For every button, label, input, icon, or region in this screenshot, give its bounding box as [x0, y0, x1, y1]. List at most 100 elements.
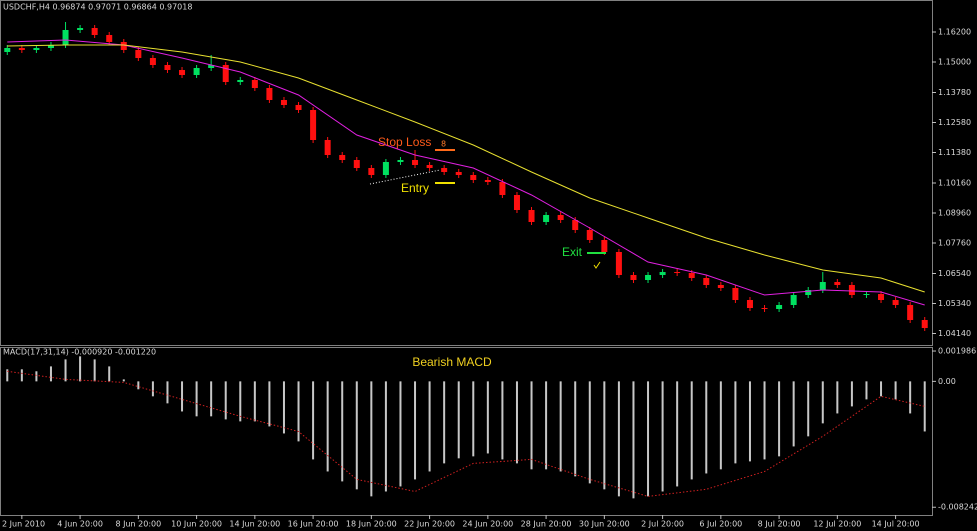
main-panel [0, 0, 933, 346]
histogram-bar [792, 381, 795, 447]
annotation: Bearish MACD [412, 355, 492, 369]
x-tick-label: 8 Jul 20:00 [758, 520, 801, 529]
line-series [7, 44, 925, 293]
candle-body [280, 100, 287, 105]
candle-body [863, 294, 870, 295]
y-tick-label: 1.04140 [938, 329, 971, 338]
histogram-bar [850, 381, 853, 407]
histogram-bar [326, 381, 329, 472]
histogram-bar [923, 381, 926, 432]
candle-body [62, 30, 69, 45]
histogram-bar [617, 381, 620, 497]
x-tick-label: 2 Jul 20:00 [641, 520, 684, 529]
histogram-bar [370, 381, 373, 497]
plot-layers: 1.16200 1.15000 1.13780 1.12580 1.11380 1.101… [2, 22, 977, 529]
candle-body [572, 220, 579, 230]
histogram-bar [64, 359, 67, 382]
y-tick-label: -0.008242 [938, 503, 977, 512]
line-series [7, 39, 925, 306]
candle-body [455, 172, 462, 175]
histogram-bar [151, 381, 154, 397]
candle-body [586, 230, 593, 240]
y-tick-label: 1.07760 [938, 239, 971, 248]
candle-body [834, 282, 841, 285]
candle-body [251, 80, 258, 88]
candle-body [47, 45, 54, 48]
candle-body [179, 70, 186, 75]
histogram-bar [282, 381, 285, 434]
histogram-bar [6, 369, 9, 382]
y-tick-label: 1.15000 [938, 58, 971, 67]
candle-body [18, 48, 25, 50]
histogram-bar [763, 381, 766, 460]
x-tick-label: 14 Jul 20:00 [872, 520, 920, 529]
candle-body [310, 110, 317, 140]
candle-body [339, 155, 346, 160]
histogram-bar [35, 371, 38, 382]
candle-body [615, 252, 622, 275]
candle-body [659, 272, 666, 275]
histogram-bar [108, 366, 111, 382]
y-tick-label: 1.11380 [938, 148, 971, 157]
candle-body [484, 180, 491, 182]
histogram-bar [894, 381, 897, 400]
candle-body [412, 160, 419, 165]
candle-body [921, 320, 928, 328]
candle-body [120, 42, 127, 50]
candle-body [878, 294, 885, 300]
candle-body [397, 160, 404, 162]
histogram-bar [515, 381, 518, 464]
candle-body [674, 272, 681, 273]
candle-body [819, 282, 826, 290]
y-tick-label: 1.12580 [938, 118, 971, 127]
candle-body [513, 195, 520, 210]
histogram-bar [268, 381, 271, 427]
y-tick-label: 1.05340 [938, 299, 971, 308]
candle-body [528, 210, 535, 222]
histogram-bar [355, 381, 358, 490]
histogram-bar [486, 381, 489, 454]
histogram-bar [778, 381, 781, 457]
candle-body [892, 300, 899, 305]
candle-body [368, 168, 375, 175]
x-tick-label: 30 Jun 20:00 [579, 520, 630, 529]
candle-body [645, 275, 652, 280]
candle-body [543, 215, 550, 222]
histogram-bar [93, 359, 96, 382]
candle-body [4, 48, 11, 52]
annotation: 8 [441, 140, 446, 149]
candle-body [717, 285, 724, 288]
histogram-bar [909, 381, 912, 414]
candle-body [703, 278, 710, 285]
x-tick-label: 2 Jun 2010 [2, 520, 45, 529]
candle-body [746, 300, 753, 308]
candle-body [295, 105, 302, 110]
x-tick-label: 6 Jul 20:00 [699, 520, 742, 529]
candle-body [805, 290, 812, 295]
histogram-bar [210, 381, 213, 417]
candle-body [441, 168, 448, 172]
histogram-bar [195, 381, 198, 417]
histogram-bar [399, 381, 402, 487]
candle-body [222, 65, 229, 82]
candle-body [601, 240, 608, 252]
y-tick-label: 1.06540 [938, 269, 971, 278]
x-tick-label: 28 Jun 20:00 [521, 520, 572, 529]
annotation: Stop Loss [378, 135, 431, 149]
histogram-bar [647, 381, 650, 497]
line-series [7, 370, 925, 497]
histogram-bar [79, 356, 82, 382]
candle-body [499, 182, 506, 195]
y-tick-label: 1.10160 [938, 179, 971, 188]
indicator-title: MACD(17,31,14) -0.000920 -0.001220 [3, 348, 156, 357]
annotation: Exit [562, 245, 583, 259]
check-mark [593, 261, 601, 269]
histogram-bar [690, 381, 693, 480]
candle-body [149, 58, 156, 65]
x-tick-label: 14 Jun 20:00 [229, 520, 280, 529]
histogram-bar [530, 381, 533, 470]
histogram-bar [705, 381, 708, 474]
histogram-bar [341, 381, 344, 482]
histogram-bar [414, 381, 417, 480]
